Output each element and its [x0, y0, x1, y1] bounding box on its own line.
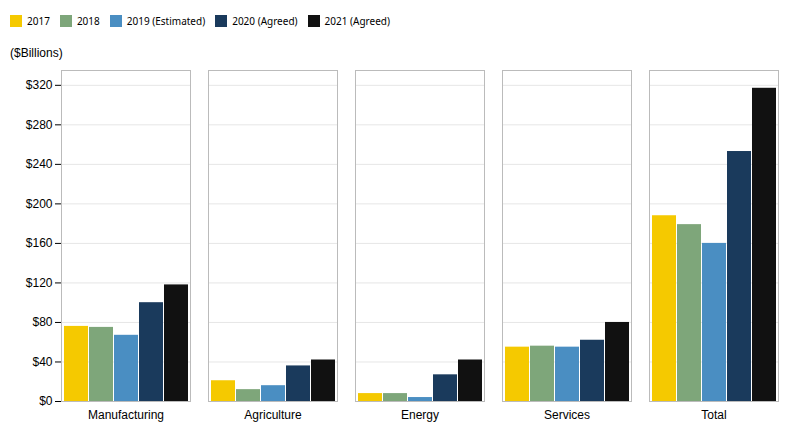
svg-text:$120: $120	[26, 276, 53, 290]
svg-text:Agriculture: Agriculture	[244, 408, 302, 422]
svg-text:$0: $0	[39, 394, 53, 408]
html-text:2018: 2018	[76, 13, 100, 28]
svg-text:Energy: Energy	[401, 408, 439, 422]
svg-text:$200: $200	[26, 197, 53, 211]
html-text:2021 (Agreed): 2021 (Agreed)	[324, 13, 390, 28]
svg-text:$80: $80	[32, 315, 52, 329]
html-text:2020 (Agreed): 2020 (Agreed)	[232, 13, 298, 28]
svg-text:$40: $40	[32, 355, 52, 369]
svg-text:Manufacturing: Manufacturing	[88, 408, 164, 422]
html-text:($Billions): ($Billions)	[10, 46, 63, 60]
svg-text:Services: Services	[544, 408, 590, 422]
html-text:2017: 2017	[27, 13, 50, 28]
html-text:2019 (Estimated): 2019 (Estimated)	[126, 13, 206, 28]
svg-text:Total: Total	[701, 408, 726, 422]
svg-text:$320: $320	[26, 78, 53, 92]
svg-text:$240: $240	[26, 157, 53, 171]
svg-text:$160: $160	[26, 236, 53, 250]
svg-text:$280: $280	[26, 118, 53, 132]
